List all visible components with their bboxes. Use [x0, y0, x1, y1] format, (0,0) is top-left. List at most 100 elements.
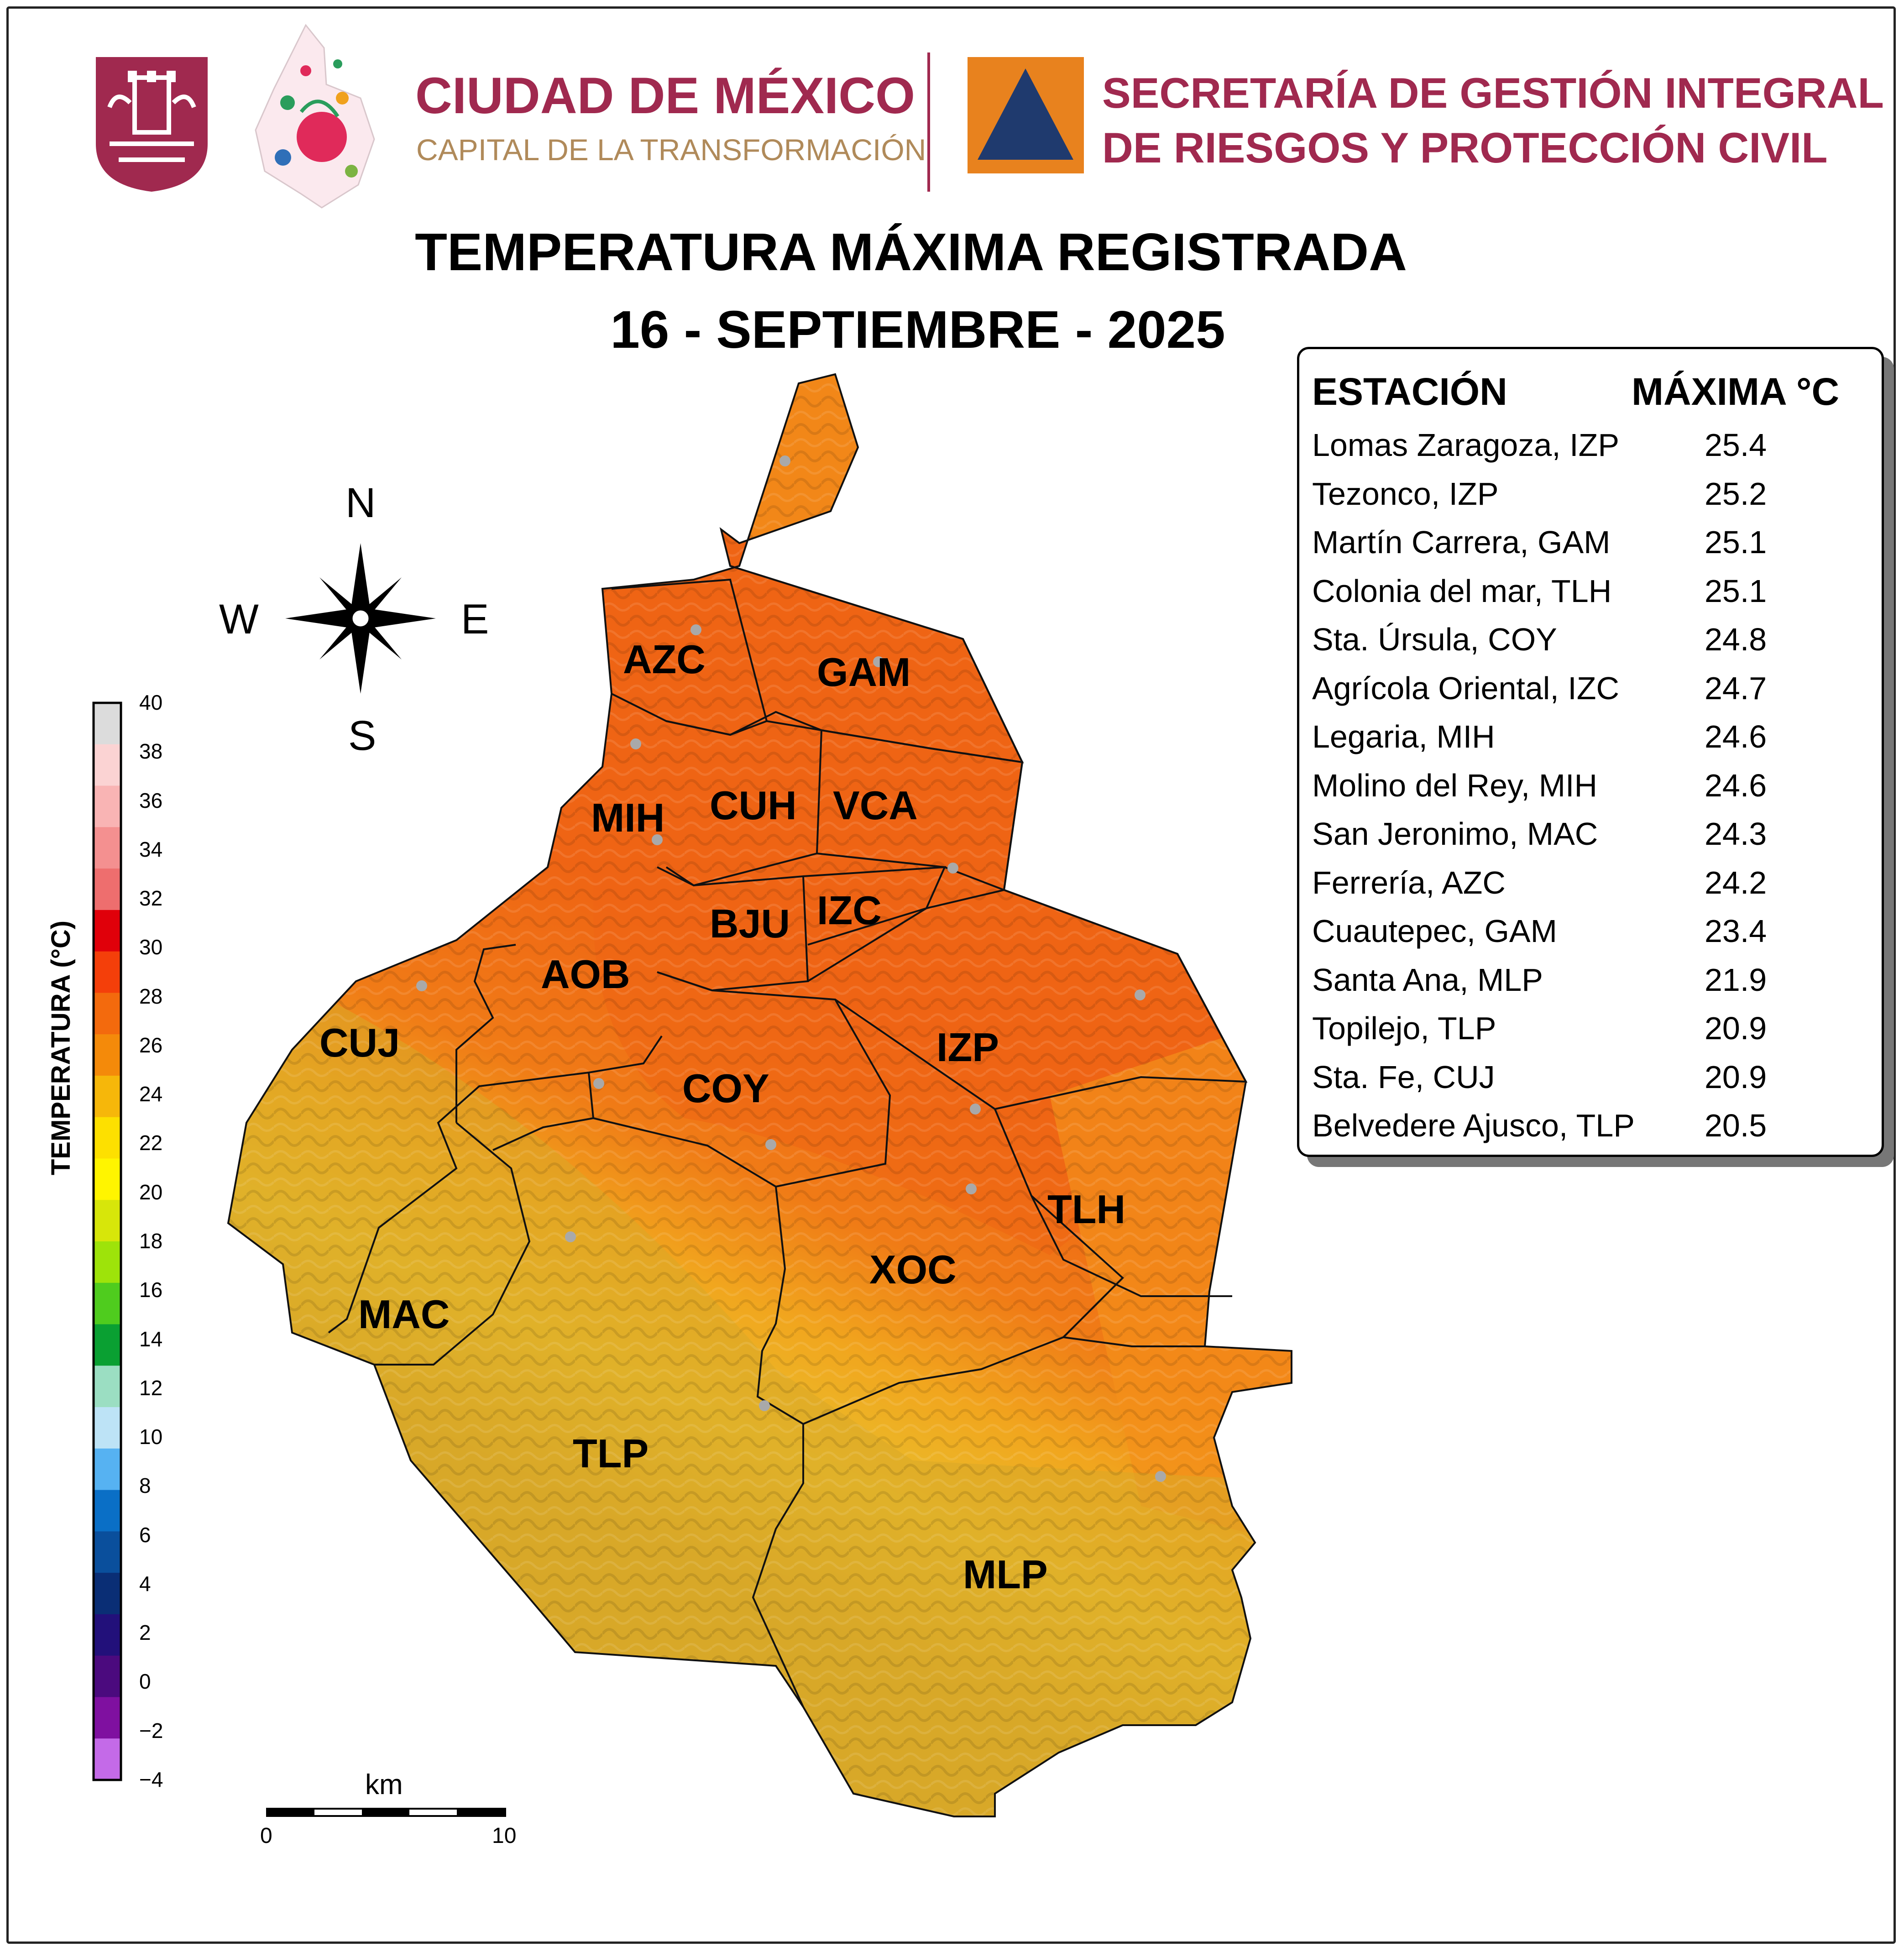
table-header-max: MÁXIMA °C [1632, 370, 1840, 413]
station-marker [630, 738, 641, 749]
table-header-station: ESTACIÓN [1312, 370, 1507, 413]
colorbar-swatch [94, 1614, 121, 1656]
compass-south: S [348, 712, 377, 759]
agency-line-1: SECRETARÍA DE GESTIÓN INTEGRAL [1102, 69, 1884, 117]
table-row-station: Sta. Úrsula, COY [1312, 622, 1557, 657]
station-marker [593, 1078, 604, 1089]
colorbar-swatch [94, 1282, 121, 1325]
district-label: IZC [817, 888, 882, 933]
station-marker [1155, 1471, 1166, 1482]
district-boundaries [227, 373, 1292, 1817]
station-marker [1135, 989, 1146, 1000]
colorbar-swatch [94, 703, 121, 745]
scale-start: 0 [260, 1824, 272, 1848]
station-marker [652, 834, 663, 845]
compass-rose [285, 543, 436, 694]
colorbar-tick-label: 34 [139, 837, 163, 861]
district-labels: GAM AZC MIH CUH VCA BJU IZC AOB CUJ COY … [319, 637, 1125, 1597]
table-row-max: 25.2 [1705, 476, 1767, 512]
colorbar-tick-label: −2 [139, 1718, 163, 1743]
colorbar-tick-label: 2 [139, 1621, 151, 1645]
table-row-max: 24.8 [1705, 622, 1767, 657]
table-row-station: San Jeronimo, MAC [1312, 816, 1598, 852]
table-row-max: 25.4 [1705, 427, 1767, 463]
station-markers [416, 455, 1166, 1482]
table-row-max: 25.1 [1705, 524, 1767, 560]
colorbar-swatch [94, 993, 121, 1035]
compass-west: W [219, 596, 259, 643]
colorbar-tick-label: 22 [139, 1131, 163, 1155]
scale-bar [266, 1808, 506, 1817]
colorbar-swatch [94, 1117, 121, 1159]
colorbar-swatch [94, 869, 121, 911]
station-marker [970, 1104, 981, 1115]
district-label: COY [682, 1066, 769, 1111]
station-marker [966, 1183, 977, 1194]
colorbar-tick-label: 30 [139, 935, 163, 959]
table-row-max: 24.3 [1705, 816, 1767, 852]
table-row-max: 24.6 [1705, 767, 1767, 803]
colorbar-swatch [94, 1034, 121, 1076]
header-divider [927, 52, 930, 192]
colorbar-swatch [94, 744, 121, 786]
table-row-station: Belvedere Ajusco, TLP [1312, 1108, 1635, 1143]
colorbar-tick-label: 24 [139, 1082, 163, 1106]
district-label: MAC [358, 1292, 450, 1337]
district-label: BJU [710, 901, 790, 946]
district-label: XOC [869, 1247, 957, 1292]
colorbar-swatch [94, 1366, 121, 1408]
district-label: AZC [623, 637, 706, 682]
colorbar-tick-label: 12 [139, 1376, 163, 1400]
table-row-station: Legaria, MIH [1312, 719, 1495, 754]
colorbar-swatch [94, 1241, 121, 1283]
colorbar-swatch [94, 910, 121, 952]
district-label: CUJ [319, 1020, 400, 1065]
table-row-max: 24.2 [1705, 864, 1767, 900]
station-marker [759, 1400, 770, 1411]
colorbar-tick-label: 18 [139, 1229, 163, 1253]
colorbar-tick-label: 6 [139, 1523, 151, 1547]
table-row-max: 24.7 [1705, 670, 1767, 706]
table-row-max: 21.9 [1705, 962, 1767, 998]
district-label: IZP [936, 1025, 999, 1070]
colorbar-tick-label: 10 [139, 1425, 163, 1449]
table-row-station: Sta. Fe, CUJ [1312, 1059, 1495, 1095]
colorbar-title: TEMPERATURA (°C) [46, 920, 76, 1175]
station-marker [690, 624, 701, 635]
map-frame [6, 6, 1896, 1944]
compass-north: N [345, 480, 376, 526]
colorbar [92, 701, 122, 1781]
colorbar-swatch [94, 1490, 121, 1532]
civil-protection-logo [968, 57, 1084, 173]
compass-east: E [461, 596, 489, 643]
station-marker [765, 1139, 776, 1150]
district-label: AOB [541, 952, 630, 997]
table-row-station: Martín Carrera, GAM [1312, 524, 1611, 560]
colorbar-swatch [94, 1407, 121, 1449]
colorbar-tick-label: 38 [139, 739, 163, 764]
table-row-max: 24.6 [1705, 719, 1767, 754]
district-label: CUH [710, 783, 797, 828]
district-label: MIH [591, 795, 664, 840]
colorbar-tick-label: 0 [139, 1669, 151, 1694]
colorbar-tick-label: 26 [139, 1033, 163, 1057]
station-marker [565, 1231, 576, 1242]
colorbar-swatch [94, 1324, 121, 1366]
map-title-line-2: 16 - SEPTIEMBRE - 2025 [610, 300, 1225, 359]
colorbar-tick-label: 32 [139, 886, 163, 911]
colorbar-swatch [94, 1738, 121, 1780]
colorbar-tick-label: 16 [139, 1278, 163, 1302]
colorbar-tick-label: 20 [139, 1180, 163, 1204]
colorbar-swatch [94, 1697, 121, 1739]
colorbar-tick-label: −4 [139, 1768, 163, 1791]
district-label: GAM [817, 649, 910, 695]
colorbar-tick-label: 8 [139, 1474, 151, 1498]
table-row-station: Topilejo, TLP [1312, 1010, 1496, 1046]
table-row-station: Tezonco, IZP [1312, 476, 1499, 512]
colorbar-swatch [94, 951, 121, 993]
district-label: VCA [833, 783, 918, 828]
colorbar-swatch [94, 1448, 121, 1491]
agency-line-2: DE RIESGOS Y PROTECCIÓN CIVIL [1102, 124, 1828, 172]
table-row-station: Molino del Rey, MIH [1312, 767, 1598, 803]
